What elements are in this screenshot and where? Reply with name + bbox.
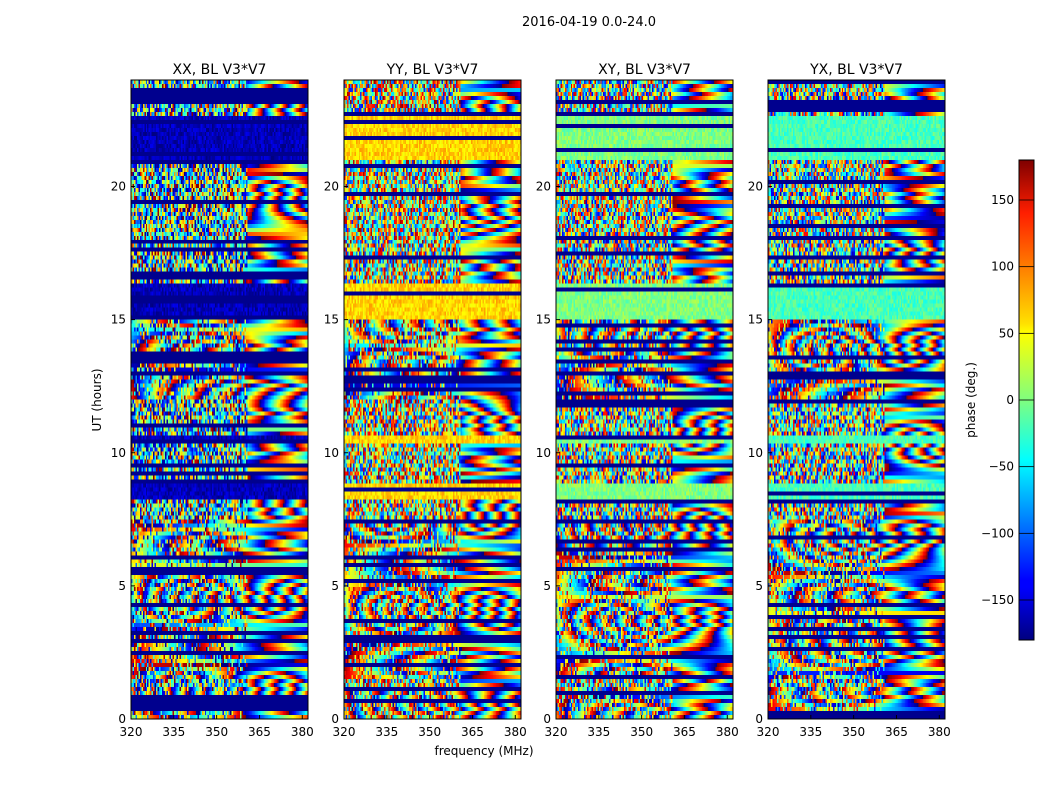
y-tick-label: 15 [536, 313, 551, 327]
panel-xx: XX, BL V3*V7 320 335 350 365 380 0 5 10 15 20 [111, 62, 314, 739]
x-tick-label: 365 [885, 725, 908, 739]
colorbar-tick-label: −150 [981, 593, 1014, 607]
y-tick-label: 20 [111, 180, 126, 194]
colorbar-tick-label: 100 [991, 260, 1014, 274]
x-tick-label: 320 [545, 725, 568, 739]
x-tick-label: 350 [630, 725, 653, 739]
heatmap-image [344, 80, 521, 719]
panel-title: XX, BL V3*V7 [173, 62, 267, 78]
y-tick-label: 0 [755, 712, 763, 726]
x-tick-label: 320 [757, 725, 780, 739]
x-tick-label: 380 [291, 725, 314, 739]
colorbar-tick-label: 150 [991, 193, 1014, 207]
y-tick-label: 20 [324, 180, 339, 194]
x-tick-label: 380 [928, 725, 951, 739]
heatmap-image [556, 80, 733, 719]
panel-frame [767, 79, 946, 720]
colorbar-tick-label: 0 [1006, 393, 1014, 407]
y-tick-label: 0 [331, 712, 339, 726]
y-tick-label: 10 [536, 446, 551, 460]
y-tick-label: 20 [748, 180, 763, 194]
colorbar-tick-label: −100 [981, 526, 1014, 540]
x-tick-label: 335 [799, 725, 822, 739]
x-tick-label: 380 [716, 725, 739, 739]
panel-xy: XY, BL V3*V7 320 335 350 365 380 0 5 10 15 20 [536, 62, 739, 739]
colorbar-tick-label: 50 [999, 326, 1014, 340]
panel-yy: YY, BL V3*V7 320 335 350 365 380 0 5 10 15 20 [324, 62, 527, 739]
colorbar-label: phase (deg.) [964, 362, 978, 438]
panel-frame [343, 79, 522, 720]
x-tick-label: 365 [248, 725, 271, 739]
x-tick-label: 320 [120, 725, 143, 739]
panel-title: YX, BL V3*V7 [809, 62, 903, 78]
y-tick-label: 5 [755, 579, 763, 593]
panel-yx: YX, BL V3*V7 320 335 350 365 380 0 5 10 15 20 [748, 62, 951, 739]
y-tick-label: 15 [748, 313, 763, 327]
y-tick-label: 10 [324, 446, 339, 460]
panel-frame [555, 79, 734, 720]
y-tick-label: 5 [543, 579, 551, 593]
x-tick-label: 320 [333, 725, 356, 739]
figure-suptitle: 2016-04-19 0.0-24.0 [522, 15, 656, 30]
y-tick-label: 5 [331, 579, 339, 593]
y-tick-label: 0 [118, 712, 126, 726]
x-tick-label: 335 [162, 725, 185, 739]
y-tick-label: 15 [324, 313, 339, 327]
x-tick-label: 380 [504, 725, 527, 739]
y-tick-label: 10 [111, 446, 126, 460]
panel-frame [130, 79, 309, 720]
panel-title: XY, BL V3*V7 [598, 62, 691, 78]
x-tick-label: 335 [375, 725, 398, 739]
y-tick-label: 20 [536, 180, 551, 194]
x-axis-label: frequency (MHz) [434, 744, 533, 758]
x-tick-label: 335 [587, 725, 610, 739]
x-tick-label: 350 [842, 725, 865, 739]
y-tick-label: 15 [111, 313, 126, 327]
y-tick-label: 5 [118, 579, 126, 593]
x-tick-label: 350 [418, 725, 441, 739]
y-tick-label: 10 [748, 446, 763, 460]
y-axis-label: UT (hours) [90, 368, 104, 431]
colorbar-ticks: −150 −100 −50 0 50 100 150 [981, 193, 1034, 607]
x-tick-label: 350 [205, 725, 228, 739]
colorbar-tick-label: −50 [989, 460, 1014, 474]
x-tick-label: 365 [461, 725, 484, 739]
colorbar: −150 −100 −50 0 50 100 150 phase (deg.) [964, 159, 1035, 641]
x-tick-label: 365 [673, 725, 696, 739]
y-tick-label: 0 [543, 712, 551, 726]
heatmap-image [131, 80, 308, 719]
heatmap-image [768, 80, 945, 719]
panel-title: YY, BL V3*V7 [386, 62, 479, 78]
